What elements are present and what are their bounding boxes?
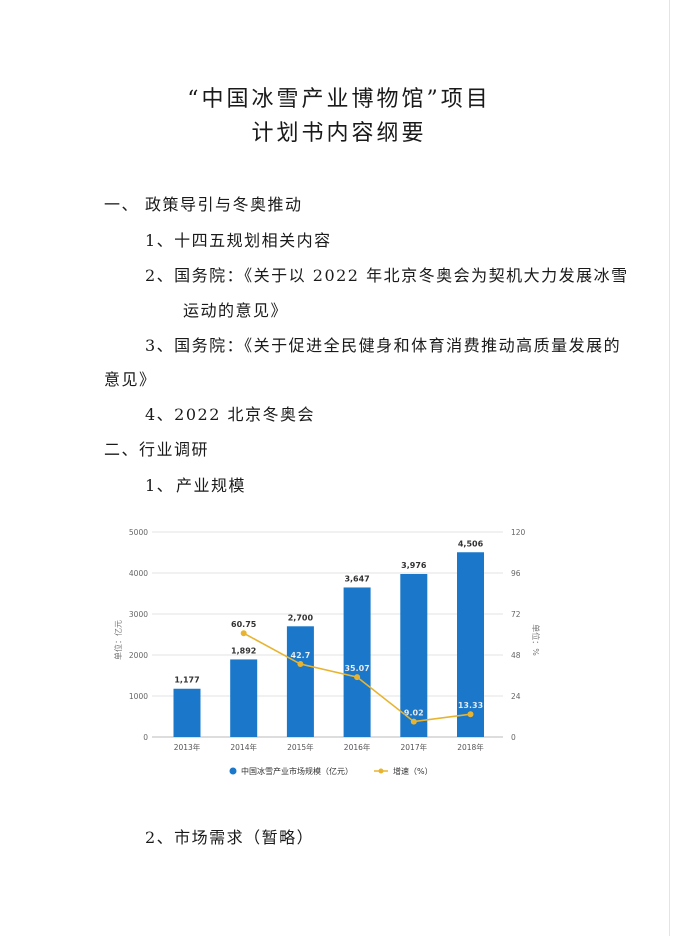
bar-label: 1,892 xyxy=(231,646,256,655)
growth-point xyxy=(240,630,247,637)
bar xyxy=(343,587,371,737)
growth-label: 42.7 xyxy=(291,651,311,660)
page-edge xyxy=(669,0,670,936)
bar-label: 3,976 xyxy=(401,561,427,570)
y-tick-left: 0 xyxy=(143,733,148,742)
growth-label: 35.07 xyxy=(344,664,369,673)
list-item-continued: 运动的意见》 xyxy=(183,301,289,320)
x-tick: 2017年 xyxy=(401,742,428,752)
list-item: 2、国务院：《关于以 2022 年北京冬奥会为契机大力发展冰雪 xyxy=(145,266,629,285)
growth-label: 9.02 xyxy=(404,709,424,718)
bar xyxy=(173,688,201,737)
bar xyxy=(230,659,258,737)
list-item: 4、2022 北京冬奥会 xyxy=(145,405,315,424)
growth-point xyxy=(354,674,361,681)
y-tick-right: 48 xyxy=(511,651,521,660)
bar-label: 1,177 xyxy=(174,676,199,685)
x-tick: 2018年 xyxy=(457,742,484,752)
list-item: 1、十四五规划相关内容 xyxy=(145,231,332,250)
bar xyxy=(400,573,428,737)
x-tick: 2016年 xyxy=(344,742,371,752)
growth-point xyxy=(467,711,474,718)
y-tick-left: 3000 xyxy=(129,610,148,619)
growth-label: 60.75 xyxy=(231,620,257,629)
y-tick-right: 96 xyxy=(511,569,521,578)
y-tick-right: 120 xyxy=(511,528,526,537)
y-tick-left: 2000 xyxy=(129,651,148,660)
legend-bar-marker xyxy=(229,767,237,775)
y-axis-left-title: 单位：亿元 xyxy=(113,620,123,660)
legend-line-dot xyxy=(378,768,384,774)
y-tick-left: 5000 xyxy=(129,528,148,537)
section2-heading: 二、行业调研 xyxy=(104,440,210,459)
doc-title-line2: 计划书内容纲要 xyxy=(251,121,427,146)
bar-label: 2,700 xyxy=(288,613,314,622)
y-tick-right: 24 xyxy=(511,692,521,701)
sub1-number: 1、 xyxy=(145,476,175,495)
section1-heading: 政策导引与冬奥推动 xyxy=(145,195,303,214)
growth-point xyxy=(297,661,304,668)
growth-label: 13.33 xyxy=(458,701,483,710)
x-tick: 2013年 xyxy=(174,742,201,752)
section1-number: 一、 xyxy=(104,195,140,214)
bar xyxy=(457,552,484,737)
y-tick-left: 4000 xyxy=(129,569,148,578)
x-tick: 2015年 xyxy=(287,742,314,752)
bar-label: 4,506 xyxy=(458,539,484,548)
y-tick-left: 1000 xyxy=(129,692,148,701)
y-axis-right-title: 单位：% xyxy=(531,624,541,656)
sub2-heading: 2、市场需求（暂略） xyxy=(145,828,315,847)
sub1-heading: 产业规模 xyxy=(176,476,247,495)
y-tick-right: 0 xyxy=(511,733,516,742)
list-item-continued: 意见》 xyxy=(104,370,157,389)
x-tick: 2014年 xyxy=(230,742,257,752)
legend-line-label: 增速（%） xyxy=(393,766,433,776)
y-tick-right: 72 xyxy=(511,610,521,619)
growth-point xyxy=(410,718,417,725)
doc-title-line1: “中国冰雪产业博物馆”项目 xyxy=(187,87,491,112)
bar xyxy=(286,626,314,737)
market-size-chart: 单位：亿元 单位：% 0 1000 2000 3000 4000 5000 0 24 48 72 9… xyxy=(113,528,541,776)
list-item: 3、国务院：《关于促进全民健身和体育消费推动高质量发展的 xyxy=(145,336,622,355)
legend: 中国冰雪产业市场规模（亿元） 增速（%） xyxy=(229,766,433,776)
legend-bar-label: 中国冰雪产业市场规模（亿元） xyxy=(241,766,353,776)
bar-label: 3,647 xyxy=(344,574,369,583)
